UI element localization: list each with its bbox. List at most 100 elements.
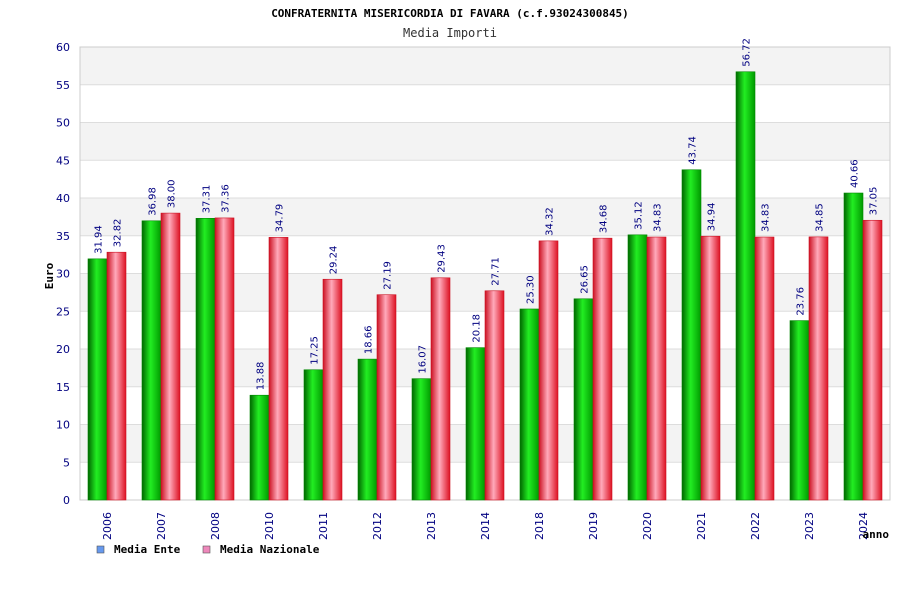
y-tick-label: 60 xyxy=(56,41,70,54)
data-label: 38.00 xyxy=(167,179,178,208)
grid-band xyxy=(80,84,890,123)
x-tick-label: 2024 xyxy=(857,512,870,540)
legend-label: Media Nazionale xyxy=(220,543,320,556)
bar-ente xyxy=(573,298,594,501)
y-tick-label: 15 xyxy=(56,381,70,394)
data-label: 56.72 xyxy=(742,38,753,67)
bar-nazionale xyxy=(160,212,181,501)
bar-ente xyxy=(303,369,324,501)
bar-nazionale xyxy=(538,240,559,501)
y-axis-ticks: 0 5 10 15 20 25 30 35 40 45 50 55 60 xyxy=(56,41,70,507)
x-tick-label: 2007 xyxy=(155,512,168,540)
bar-ente xyxy=(465,347,486,501)
data-label: 37.36 xyxy=(221,184,232,213)
legend-swatch xyxy=(202,545,211,554)
data-label: 37.31 xyxy=(202,185,213,214)
data-label: 23.76 xyxy=(796,287,807,316)
data-label: 13.88 xyxy=(256,362,267,391)
grid-band xyxy=(80,122,890,161)
data-label: 34.83 xyxy=(653,203,664,232)
y-tick-label: 25 xyxy=(56,305,70,318)
bar-ente xyxy=(843,192,864,501)
x-axis-ticks: 2006 2007 2008 2010 2011 2012 2013 2014 2018 2019… xyxy=(101,512,870,540)
bar-ente xyxy=(357,358,378,501)
bar-ente xyxy=(519,308,540,501)
data-label: 16.07 xyxy=(418,345,429,374)
bar-nazionale xyxy=(106,251,127,501)
data-label: 27.19 xyxy=(383,261,394,290)
bar-nazionale xyxy=(592,237,613,501)
legend-label: Media Ente xyxy=(114,543,181,556)
y-tick-label: 40 xyxy=(56,192,70,205)
legend-swatch xyxy=(96,545,105,554)
x-tick-label: 2018 xyxy=(533,512,546,540)
data-label: 35.12 xyxy=(634,201,645,230)
chart-subtitle: Media Importi xyxy=(403,26,497,40)
bar-nazionale xyxy=(376,294,397,501)
bar-ente xyxy=(735,71,756,501)
legend: Media Ente Media Nazionale xyxy=(96,543,320,556)
y-tick-label: 35 xyxy=(56,230,70,243)
bar-nazionale xyxy=(646,236,667,501)
bar-nazionale xyxy=(322,278,343,501)
x-tick-label: 2020 xyxy=(641,512,654,540)
data-label: 27.71 xyxy=(491,257,502,286)
data-label: 29.43 xyxy=(437,244,448,273)
x-tick-label: 2019 xyxy=(587,512,600,540)
y-axis-label: Euro xyxy=(43,262,56,289)
bar-ente xyxy=(141,220,162,501)
data-label: 31.94 xyxy=(94,225,105,254)
data-label: 34.32 xyxy=(545,207,556,236)
data-label: 26.65 xyxy=(580,265,591,294)
data-label: 34.94 xyxy=(707,203,718,232)
bar-ente xyxy=(411,378,432,501)
bar-ente xyxy=(789,320,810,501)
data-label: 34.79 xyxy=(275,204,286,233)
data-label: 20.18 xyxy=(472,314,483,343)
bar-nazionale xyxy=(214,217,235,501)
data-label: 34.83 xyxy=(761,203,772,232)
y-tick-label: 50 xyxy=(56,117,70,130)
bar-nazionale xyxy=(484,290,505,501)
bar-ente xyxy=(627,234,648,501)
y-tick-label: 55 xyxy=(56,79,70,92)
y-tick-label: 30 xyxy=(56,268,70,281)
data-label: 43.74 xyxy=(688,136,699,165)
y-tick-label: 5 xyxy=(63,456,70,469)
bar-nazionale xyxy=(754,236,775,501)
bar-nazionale xyxy=(430,277,451,501)
x-tick-label: 2010 xyxy=(263,512,276,540)
bar-nazionale xyxy=(700,235,721,501)
x-tick-label: 2023 xyxy=(803,512,816,540)
x-tick-label: 2012 xyxy=(371,512,384,540)
bar-nazionale xyxy=(808,236,829,501)
x-tick-label: 2006 xyxy=(101,512,114,540)
data-label: 17.25 xyxy=(310,336,321,365)
x-tick-label: 2008 xyxy=(209,512,222,540)
y-tick-label: 0 xyxy=(63,494,70,507)
data-label: 40.66 xyxy=(850,159,861,188)
x-tick-label: 2011 xyxy=(317,512,330,540)
grid-band xyxy=(80,47,890,85)
data-label: 32.82 xyxy=(113,219,124,248)
chart-title: CONFRATERNITA MISERICORDIA DI FAVARA (c.… xyxy=(271,7,629,20)
data-label: 37.05 xyxy=(869,187,880,216)
bar-nazionale xyxy=(268,237,289,501)
bar-ente xyxy=(195,218,216,501)
x-axis-label: anno xyxy=(863,528,890,541)
data-label: 34.85 xyxy=(815,203,826,232)
x-tick-label: 2022 xyxy=(749,512,762,540)
x-tick-label: 2021 xyxy=(695,512,708,540)
data-label: 36.98 xyxy=(148,187,159,216)
data-label: 29.24 xyxy=(329,246,340,275)
data-label: 25.30 xyxy=(526,275,537,304)
y-tick-label: 10 xyxy=(56,419,70,432)
bar-ente xyxy=(249,394,270,501)
y-tick-label: 45 xyxy=(56,154,70,167)
x-tick-label: 2013 xyxy=(425,512,438,540)
bar-ente xyxy=(681,169,702,501)
data-label: 18.66 xyxy=(364,325,375,354)
bar-nazionale xyxy=(862,219,883,501)
bars: 31.94 32.82 36.98 38.00 37.31 37.36 13.88 34.79… xyxy=(87,38,883,501)
